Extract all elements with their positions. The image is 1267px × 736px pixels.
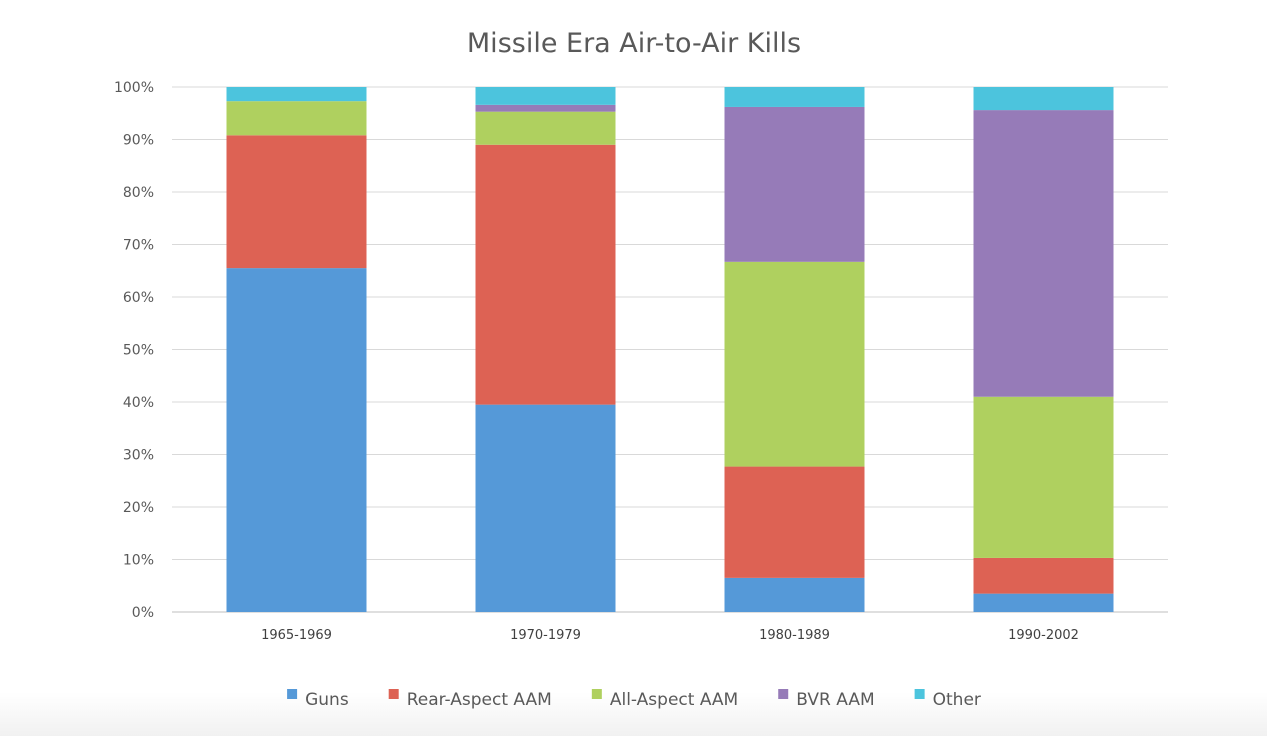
legend-item: Other [914,689,981,710]
y-tick-label: 80% [123,185,154,201]
bar-segment-guns-1970-1979 [475,404,616,612]
x-axis-tick-labels: 1965-1969 1970-1979 1980-1989 1990-2002 [261,628,1079,643]
bar-segment-rear-aspect-aam-1965-1969 [226,135,367,269]
bar-segment-all-aspect-aam-1965-1969 [226,101,367,136]
bar-segment-bvr-aam-1970-1979 [475,104,616,112]
y-tick-label: 0% [132,605,154,621]
legend-item: Rear-Aspect AAM [388,689,552,710]
bar-segment-bvr-aam-1990-2002 [973,110,1114,397]
bar-segment-rear-aspect-aam-1970-1979 [475,144,616,405]
y-tick-label: 100% [114,80,154,96]
x-tick-label: 1970-1979 [510,628,581,643]
x-tick-label: 1990-2002 [1008,628,1079,643]
y-tick-label: 30% [123,448,154,464]
legend-swatch [591,689,602,699]
bar-segment-other-1980-1989 [724,87,865,107]
bar-segment-all-aspect-aam-1980-1989 [724,261,865,467]
y-tick-label: 70% [123,238,154,254]
legend-item: Guns [287,689,349,710]
bar-segment-rear-aspect-aam-1980-1989 [724,466,865,578]
legend-item: All-Aspect AAM [591,689,738,710]
legend-label: Rear-Aspect AAM [407,690,552,710]
bar-stacks [226,87,1114,612]
bar-segment-other-1990-2002 [973,87,1114,111]
bar-segment-guns-1990-2002 [973,593,1114,612]
y-axis-tick-labels: 0% 10% 20% 30% 40% 50% 60% 70% 80% 90% 100% [114,80,154,621]
legend-label: All-Aspect AAM [610,690,738,710]
legend-label: Other [933,690,981,710]
legend-item: BVR AAM [778,689,875,710]
x-tick-label: 1980-1989 [759,628,830,643]
y-tick-label: 20% [123,500,154,516]
legend-label: Guns [305,690,349,710]
legend: Guns Rear-Aspect AAM All-Aspect AAM BVR AAM… [287,689,981,710]
chart-title: Missile Era Air-to-Air Kills [467,28,801,59]
y-tick-label: 50% [123,343,154,359]
legend-swatch [287,689,298,699]
bar-segment-guns-1965-1969 [226,268,367,612]
y-tick-label: 40% [123,395,154,411]
bar-segment-rear-aspect-aam-1990-2002 [973,557,1114,594]
legend-label: BVR AAM [796,690,874,710]
y-tick-label: 90% [123,133,154,149]
bar-segment-all-aspect-aam-1990-2002 [973,396,1114,558]
y-tick-label: 60% [123,290,154,306]
legend-swatch [388,689,399,699]
bar-segment-bvr-aam-1980-1989 [724,106,865,262]
bar-segment-other-1965-1969 [226,87,367,102]
y-tick-label: 10% [123,553,154,569]
bar-segment-guns-1980-1989 [724,577,865,612]
bar-segment-all-aspect-aam-1970-1979 [475,111,616,145]
legend-swatch [914,689,925,699]
legend-swatch [778,689,789,699]
x-tick-label: 1965-1969 [261,628,332,643]
bar-segment-other-1970-1979 [475,87,616,105]
